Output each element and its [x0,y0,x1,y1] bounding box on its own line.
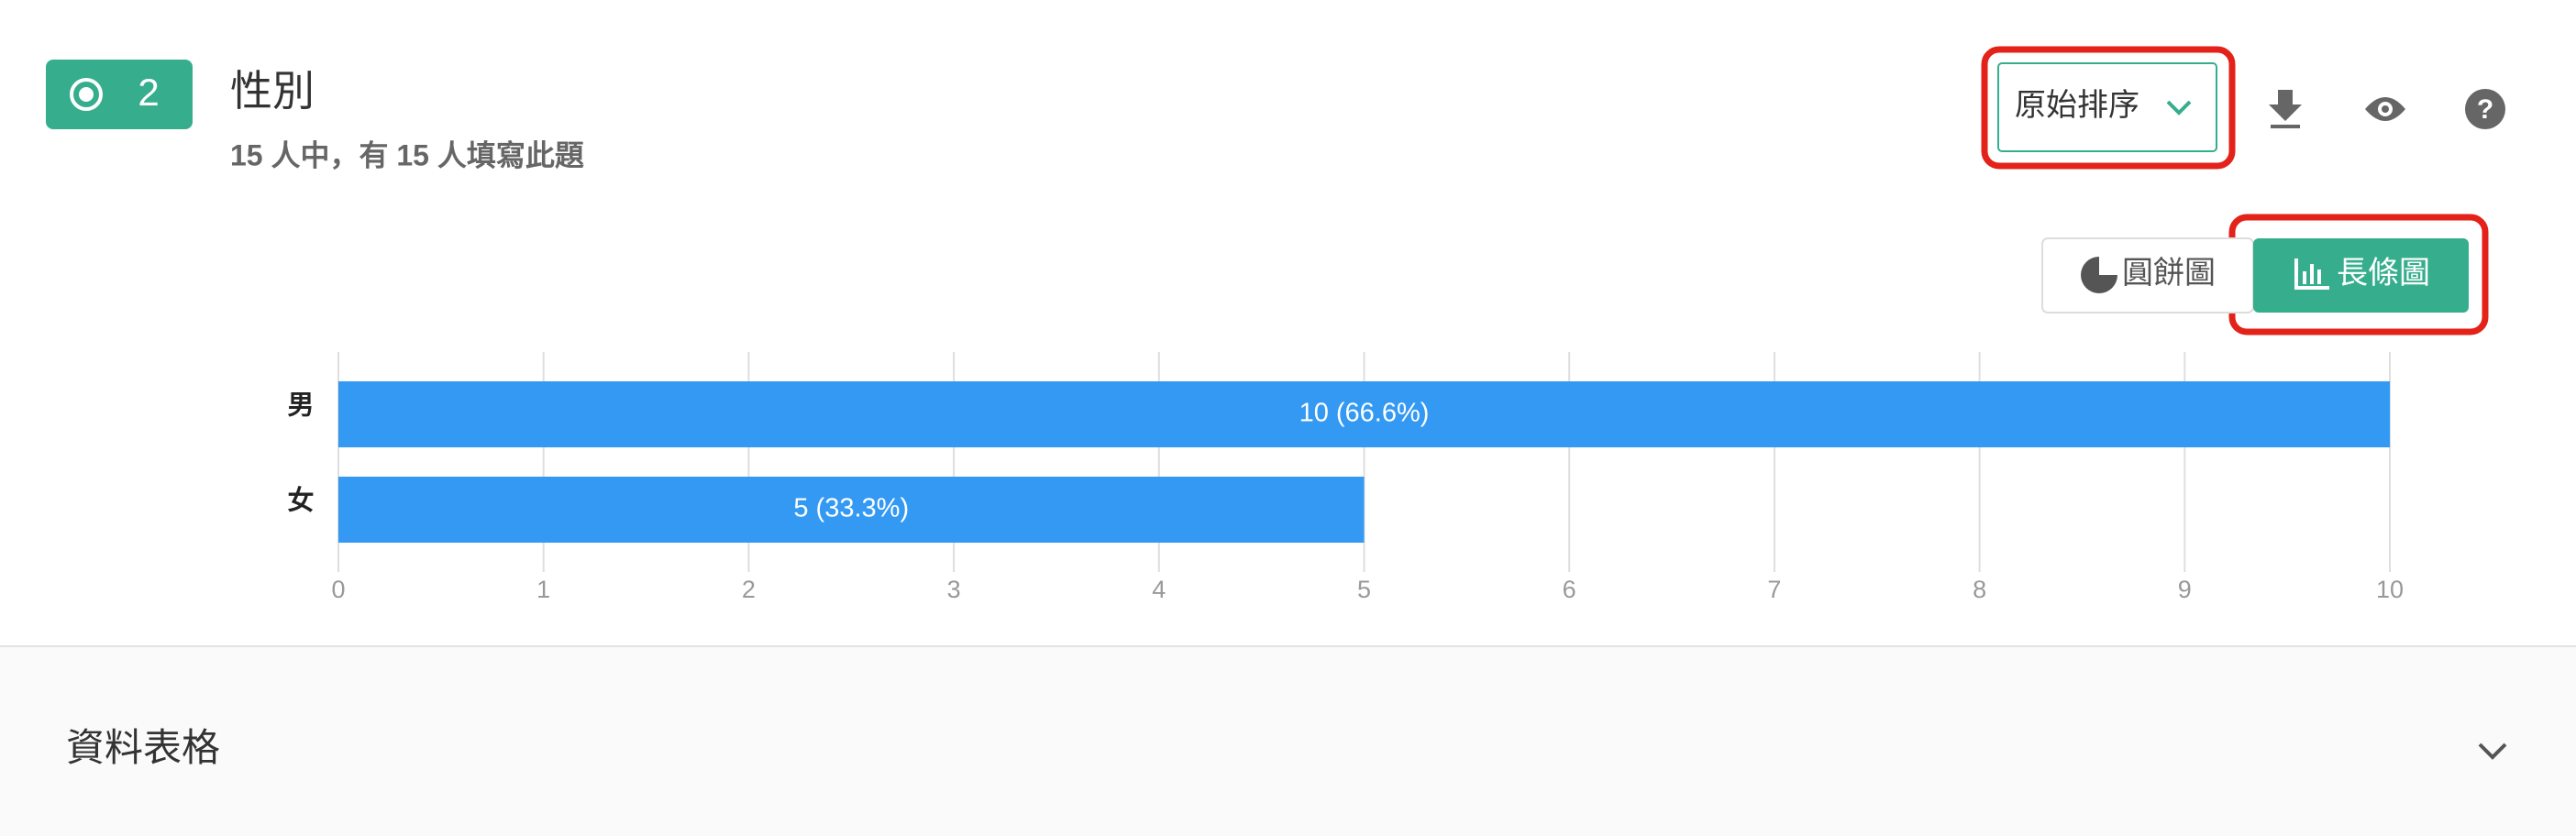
value-label: 5 (33.3%) [793,494,909,523]
x-tick-label: 3 [947,576,961,603]
help-button[interactable]: ? [2465,89,2505,129]
x-tick-label: 7 [1767,576,1781,603]
question-badge [46,60,193,129]
question-number: 2 [138,71,159,114]
radio-dot [79,87,94,102]
help-icon: ? [2477,94,2493,125]
x-tick-label: 4 [1152,576,1166,603]
download-button[interactable] [2269,90,2302,128]
pie-button-label: 圓餅圖 [2122,256,2216,291]
bar-button[interactable] [2253,238,2469,313]
radio-icon [70,78,103,111]
chevron-icon [2166,100,2192,116]
bar [338,477,1365,543]
x-tick-label: 8 [1973,576,1986,603]
expand-chevron[interactable] [2478,742,2507,760]
bar-button-label: 長條圖 [2337,256,2430,291]
footer-bg [0,647,2576,836]
x-tick-label: 9 [2178,576,2192,603]
x-tick-label: 2 [742,576,756,603]
preview-button[interactable] [2365,97,2405,121]
question-title: 性別 [230,67,315,115]
bar [338,381,2390,447]
bar-chart: 0 1 2 3 4 5 6 7 8 9 10 男 10 (66.6%) 女 5 (33.3%) [287,352,2404,603]
x-tick-label: 5 [1357,576,1371,603]
x-tick-label: 10 [2376,576,2404,603]
question-subtitle: 15 人中，有 15 人填寫此題 [230,138,584,171]
x-tick-label: 6 [1563,576,1576,603]
sort-label: 原始排序 [2015,88,2139,123]
x-tick-label: 0 [331,576,345,603]
value-label: 10 (66.6%) [1299,399,1430,428]
bar-icon [2294,258,2329,290]
category-label: 男 [287,391,314,421]
highlight-outline [1981,46,2236,170]
category-label: 女 [287,485,314,516]
sort-dropdown[interactable] [1997,62,2217,152]
section-title: 資料表格 [66,726,220,769]
x-tick-label: 1 [536,576,550,603]
